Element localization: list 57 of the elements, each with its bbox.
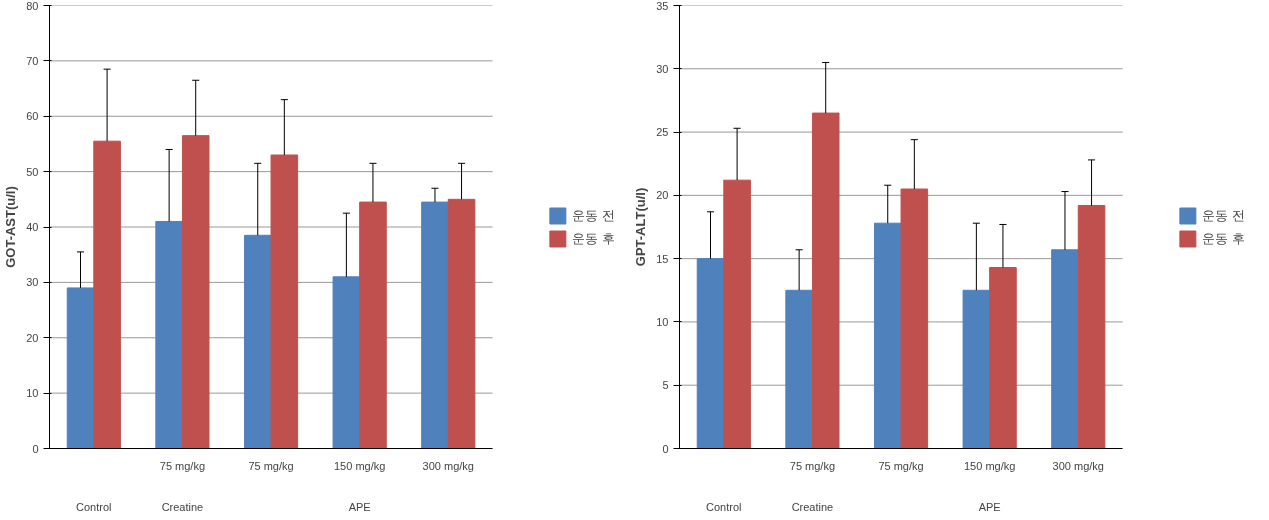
legend-label: 운동 전	[1202, 206, 1245, 224]
y-axis-title: GOT-AST(u/l)	[3, 186, 19, 268]
legend-label: 운동 후	[1202, 229, 1245, 247]
x-tick-label: 75 mg/kg	[248, 459, 294, 472]
y-tick-label: 30	[26, 276, 39, 289]
bar	[332, 276, 361, 449]
bar	[900, 188, 929, 449]
y-tick-label: 10	[656, 315, 669, 328]
x-tick-label: 150 mg/kg	[333, 459, 386, 472]
bar	[447, 198, 476, 449]
text: Control	[76, 500, 112, 513]
bar	[66, 287, 95, 449]
x-tick-label: 75 mg/kg	[159, 459, 206, 472]
text: APE	[978, 500, 1001, 513]
x-tick-label: 75 mg/kg	[789, 459, 836, 472]
y-tick-label: 40	[26, 221, 39, 233]
y-tick-label: 50	[26, 165, 39, 178]
x-tick-label: 75 mg/kg	[878, 459, 924, 472]
x-tick-label: 300 mg/kg	[1052, 459, 1104, 472]
y-tick-label: 70	[26, 54, 39, 67]
bar	[1077, 204, 1106, 449]
text: Control	[706, 500, 742, 513]
y-tick-label: 0	[662, 442, 669, 455]
y-tick-label: 35	[656, 0, 669, 12]
bar	[155, 220, 183, 449]
y-tick-label: 60	[26, 110, 39, 123]
text: APE	[348, 500, 371, 513]
y-tick-label: 20	[656, 189, 669, 202]
x-tick-label: 300 mg/kg	[422, 459, 474, 472]
legend-label: 운동 전	[572, 206, 615, 224]
y-tick-label: 30	[656, 62, 669, 75]
y-tick-label: 80	[26, 0, 39, 12]
y-tick-label: 25	[656, 126, 669, 139]
bar	[1051, 249, 1079, 449]
bar	[359, 201, 387, 449]
text: Creatine	[161, 500, 204, 513]
bar	[785, 289, 813, 449]
bar	[873, 222, 902, 449]
y-tick-label: 5	[662, 379, 669, 392]
x-tick-label: 150 mg/kg	[963, 459, 1016, 472]
bar	[243, 234, 272, 449]
text: Creatine	[791, 500, 834, 513]
y-tick-label: 15	[656, 252, 669, 265]
bar	[181, 135, 210, 449]
bar	[696, 258, 725, 449]
legend-label: 운동 후	[572, 229, 615, 247]
y-tick-label: 20	[26, 331, 39, 344]
y-tick-label: 10	[26, 387, 39, 400]
bar	[811, 112, 840, 449]
bar	[421, 201, 449, 449]
y-axis-title: GPT-ALT(u/l)	[633, 187, 649, 267]
bar	[989, 267, 1017, 449]
bar	[93, 140, 121, 449]
bar	[962, 289, 991, 449]
bar	[723, 179, 751, 449]
bar	[270, 154, 299, 449]
y-tick-label: 0	[32, 442, 39, 455]
